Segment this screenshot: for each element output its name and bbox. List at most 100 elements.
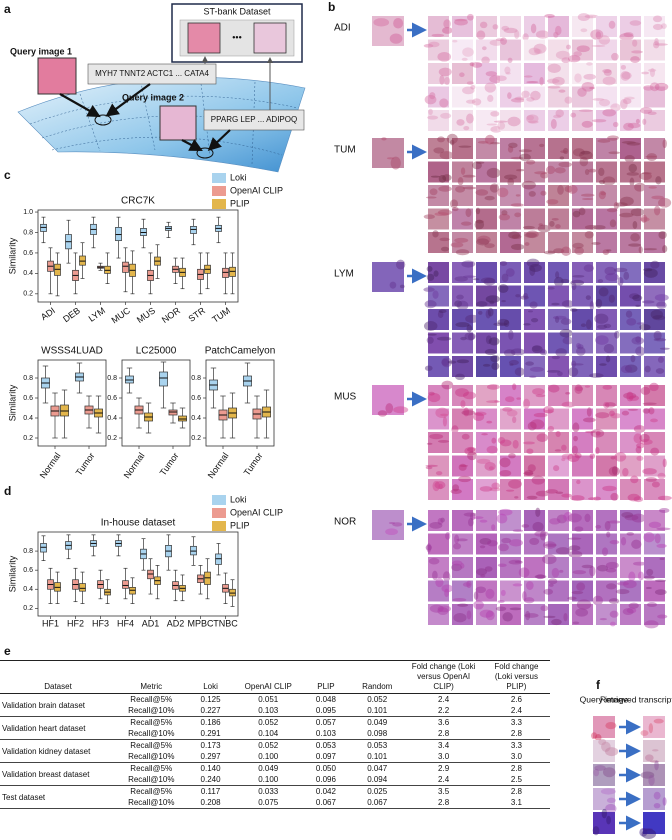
x-tick-label: Tumor bbox=[74, 451, 97, 478]
retrieved-tile bbox=[522, 181, 547, 206]
header-cell: PLIP bbox=[302, 661, 350, 694]
tile-texture bbox=[648, 407, 654, 414]
retrieved-tile bbox=[548, 138, 569, 160]
x-tick-label: Tumor bbox=[158, 451, 181, 478]
legend-swatch bbox=[212, 495, 226, 505]
tile-texture bbox=[476, 301, 488, 307]
class-label: ADI bbox=[334, 23, 351, 34]
retrieved-tile bbox=[476, 232, 497, 253]
tile-texture bbox=[552, 218, 559, 221]
tile-texture bbox=[453, 613, 466, 622]
tile-texture bbox=[521, 91, 530, 98]
tile-texture bbox=[552, 568, 560, 578]
retrieved-tile bbox=[520, 286, 545, 309]
tile-texture bbox=[466, 208, 472, 217]
tile-texture bbox=[559, 570, 563, 573]
class-label: NOR bbox=[334, 517, 356, 528]
tile-texture bbox=[499, 470, 511, 477]
table-cell: Recall@5% bbox=[116, 763, 186, 775]
x-tick-label: HF4 bbox=[117, 618, 134, 628]
plot-frame bbox=[122, 360, 190, 446]
tile-texture bbox=[662, 139, 666, 148]
retrieved-tile bbox=[570, 109, 593, 131]
table-cell: 0.098 bbox=[350, 728, 404, 740]
tile-texture bbox=[570, 308, 578, 312]
retrieved-tile bbox=[620, 162, 641, 187]
retrieved-tile bbox=[639, 309, 665, 330]
tile-texture bbox=[516, 169, 525, 171]
retrieved-tile bbox=[522, 16, 549, 41]
tile-texture bbox=[513, 440, 519, 449]
tile-texture bbox=[516, 397, 520, 399]
tile-texture bbox=[477, 459, 491, 464]
table-cell: 0.140 bbox=[186, 763, 234, 775]
tile-texture bbox=[490, 355, 499, 362]
tile bbox=[548, 87, 569, 108]
tile-texture bbox=[609, 411, 615, 417]
retrieved-tile bbox=[595, 331, 619, 354]
tile-texture bbox=[582, 565, 593, 569]
tile-texture bbox=[642, 468, 656, 474]
tile-texture bbox=[656, 544, 666, 548]
retrieved-tile bbox=[641, 63, 665, 84]
table-cell: 3.0 bbox=[483, 751, 550, 763]
tile-texture bbox=[658, 496, 672, 501]
tile-texture bbox=[519, 567, 530, 577]
tile-texture bbox=[458, 145, 471, 147]
tile-texture bbox=[525, 470, 534, 476]
box bbox=[105, 266, 111, 273]
tile-texture bbox=[644, 575, 655, 579]
tile-texture bbox=[607, 208, 617, 212]
tile-texture bbox=[508, 146, 513, 153]
tile-texture bbox=[523, 441, 535, 444]
retrieved-tile bbox=[524, 604, 548, 625]
tile-texture bbox=[500, 261, 507, 266]
tile-texture bbox=[435, 408, 449, 418]
retrieved-tile bbox=[452, 207, 473, 229]
tile-texture bbox=[583, 74, 596, 80]
tile-texture bbox=[644, 268, 658, 278]
retrieved-tile bbox=[639, 162, 665, 185]
tile-texture bbox=[487, 95, 493, 102]
table-cell: 2.4 bbox=[404, 774, 482, 786]
box bbox=[123, 262, 129, 272]
tile-texture bbox=[586, 62, 592, 66]
tile-texture bbox=[606, 816, 611, 825]
tile-texture bbox=[609, 598, 620, 604]
retrieved-tile bbox=[548, 262, 569, 287]
tile-texture bbox=[437, 136, 445, 142]
tile-texture bbox=[653, 16, 662, 23]
query-image bbox=[160, 106, 196, 140]
tile-texture bbox=[428, 109, 433, 115]
tile-texture bbox=[487, 540, 498, 546]
tile-texture bbox=[630, 233, 640, 241]
table-cell: 2.6 bbox=[483, 694, 550, 706]
table-cell: 0.049 bbox=[235, 763, 302, 775]
tile-texture bbox=[554, 277, 564, 287]
box bbox=[41, 224, 47, 231]
tile-texture bbox=[571, 360, 576, 367]
tile-texture bbox=[505, 396, 514, 402]
retrieved-tile bbox=[524, 333, 547, 356]
tile-texture bbox=[514, 496, 518, 498]
header-cell: OpenAI CLIP bbox=[235, 661, 302, 694]
tile-texture bbox=[629, 164, 637, 173]
y-tick-label: 0.8 bbox=[191, 375, 201, 382]
tile-texture bbox=[633, 221, 638, 229]
tile-texture bbox=[555, 167, 566, 173]
tile-texture bbox=[591, 732, 597, 739]
panel-label: f bbox=[596, 678, 601, 692]
retrieved-tile bbox=[500, 356, 525, 377]
tile-texture bbox=[512, 416, 516, 423]
tile-texture bbox=[557, 372, 563, 377]
tile-texture bbox=[542, 554, 556, 564]
tile-texture bbox=[630, 20, 642, 26]
tile-texture bbox=[580, 157, 589, 167]
y-axis-label: Similarity bbox=[7, 237, 17, 274]
retrieved-tile bbox=[640, 107, 665, 131]
tile-texture bbox=[522, 524, 530, 528]
retrieved-tile bbox=[500, 87, 525, 108]
tile-texture bbox=[487, 124, 497, 126]
retrieved-tile bbox=[523, 385, 545, 409]
tile-texture bbox=[640, 387, 650, 395]
